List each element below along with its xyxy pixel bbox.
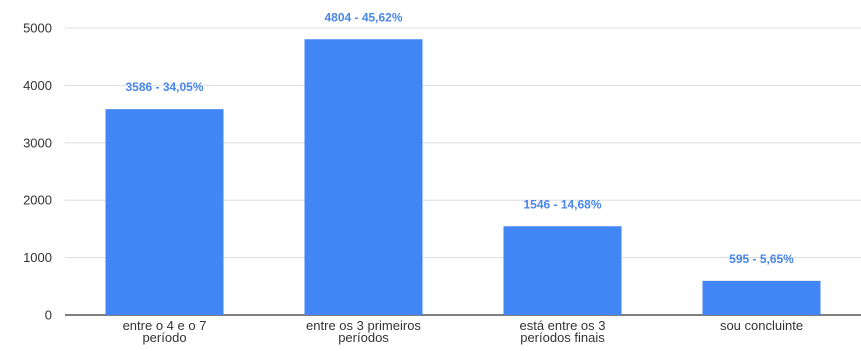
x-category-label: entre os 3 primeiros períodos: [306, 318, 421, 345]
x-axis-category-labels: entre o 4 e o 7 período entre os 3 primeir…: [123, 318, 803, 345]
x-category-label: sou concluinte: [720, 318, 803, 333]
x-category-label-line: entre o 4 e o 7: [123, 318, 207, 333]
data-label: 4804 - 45,62%: [324, 10, 402, 24]
data-label: 1546 - 14,68%: [523, 197, 601, 211]
data-label: 3586 - 34,05%: [125, 80, 203, 94]
y-tick-label: 0: [45, 308, 52, 323]
data-labels: 3586 - 34,05% 4804 - 45,62% 1546 - 14,68% 5…: [125, 10, 794, 266]
y-tick-label: 5000: [23, 21, 52, 36]
x-category-label: entre o 4 e o 7 período: [123, 318, 207, 345]
x-category-label: está entre os 3 períodos finais: [520, 318, 606, 345]
x-category-label-line: períodos: [338, 330, 389, 345]
y-tick-label: 3000: [23, 135, 52, 150]
bar: [304, 39, 423, 316]
x-category-label-line: entre os 3 primeiros: [306, 318, 421, 333]
x-category-label-line: períodos finais: [520, 330, 605, 345]
bars: [105, 39, 821, 316]
x-category-label-line: está entre os 3: [520, 318, 606, 333]
x-category-label-line: período: [142, 330, 186, 345]
x-category-label-line: sou concluinte: [720, 318, 803, 333]
bar: [702, 280, 821, 315]
y-tick-label: 4000: [23, 78, 52, 93]
y-tick-label: 2000: [23, 193, 52, 208]
y-tick-label: 1000: [23, 250, 52, 265]
bar: [105, 109, 224, 315]
bar: [503, 226, 622, 315]
data-label: 595 - 5,65%: [729, 252, 794, 266]
y-axis-tick-labels: 0 1000 2000 3000 4000 5000: [23, 21, 52, 323]
